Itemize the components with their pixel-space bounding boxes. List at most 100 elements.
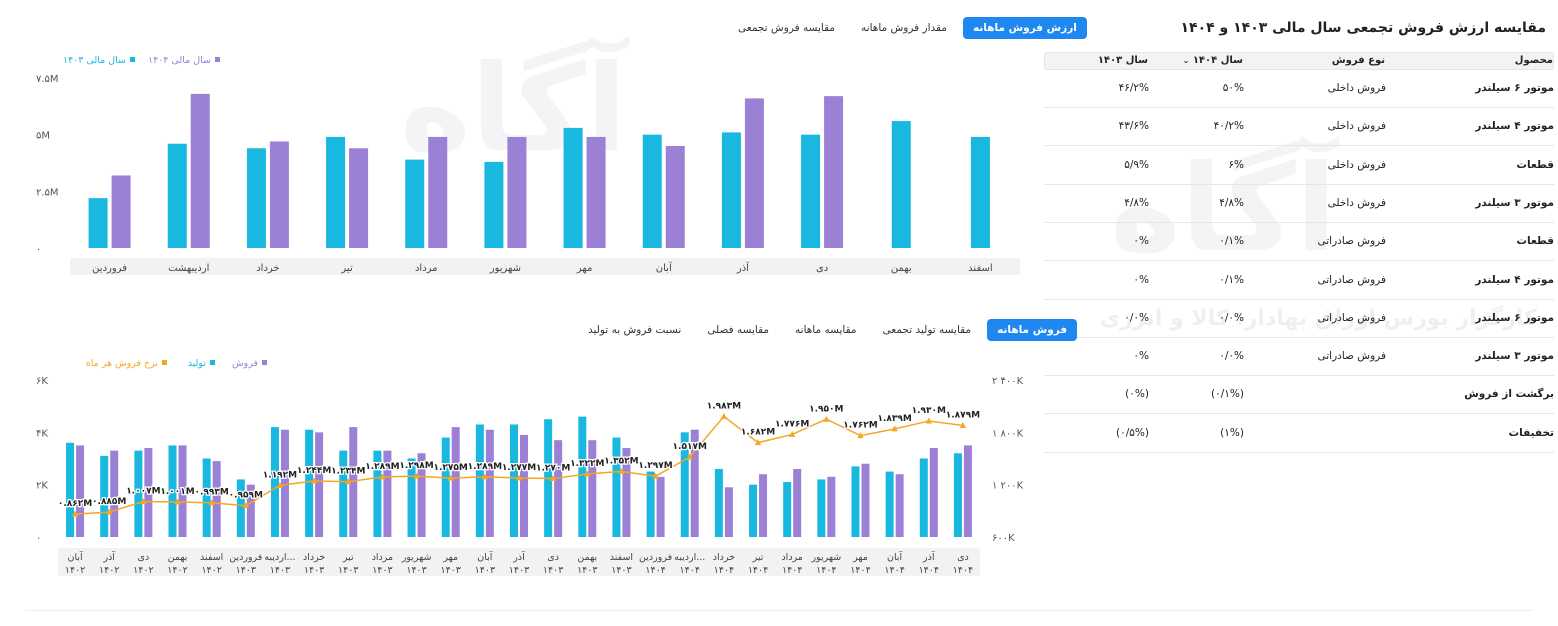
watermark-subtitle: کارگزار بورس اوراق بهادار، کالا و انرژی: [1100, 306, 1537, 331]
price-data-label: ۱.۳۵۲M: [604, 456, 638, 466]
bar-1404: [665, 146, 685, 248]
price-data-label: ۱.۲۷۷M: [502, 463, 536, 473]
price-data-label: ۱.۸۳۹M: [877, 414, 911, 424]
price-point: [754, 439, 762, 446]
x-tick-label: خرداد: [256, 263, 279, 274]
bar-production: [714, 468, 723, 537]
bar-production: [100, 455, 109, 537]
bar-1403: [246, 148, 266, 248]
bar-1403: [405, 159, 425, 248]
x-tick-label: اسفند: [200, 552, 223, 563]
x-tick-label: اردیبه...: [264, 552, 295, 563]
bar-1403: [642, 134, 662, 248]
bottom-tab-2[interactable]: مقایسه ماهانه: [795, 324, 857, 336]
x-tick-year: ۱۴۰۳: [304, 565, 324, 576]
row-product: موتور ۶ سیلندر: [1475, 82, 1554, 94]
x-tick-label: آبان: [67, 550, 83, 563]
bar-1403: [88, 198, 108, 248]
price-point: [174, 498, 181, 505]
x-tick-year: ۱۴۰۲: [65, 565, 85, 576]
row-1403: ۴۳/۶%: [1118, 120, 1149, 133]
bar-production: [134, 450, 143, 537]
x-tick-label: آبان: [656, 261, 673, 274]
row-product: موتور ۶ سیلندر: [1475, 311, 1554, 324]
bar-sales: [178, 445, 187, 537]
x-tick-year: ۱۴۰۳: [577, 565, 597, 576]
y-tick-label: ۵M: [36, 131, 50, 142]
bar-1404: [269, 141, 289, 248]
legend-swatch-production: [210, 360, 215, 365]
top-tab-2[interactable]: مقایسه فروش تجمعی: [738, 22, 836, 34]
legend-label-1403: سال مالی ۱۴۰۳: [63, 55, 126, 66]
bar-production: [270, 427, 279, 537]
monthly-sales-production-chart: ۰ ۲K ۴K ۶K ۶۰۰K ۱ ۲۰۰K ۱ ۸۰۰K ۲ ۴۰۰K آبان ۱۴۰۲ آذر…: [36, 358, 1024, 576]
bar-production: [66, 442, 75, 537]
x-tick-label: شهریور: [489, 263, 521, 274]
y-right-tick-label: ۱ ۲۰۰K: [992, 481, 1024, 492]
row-1403: ۵/۹%: [1124, 158, 1149, 171]
header-type[interactable]: نوع فروش: [1331, 55, 1385, 66]
price-point: [515, 474, 523, 481]
row-1403: ۰%: [1133, 235, 1149, 248]
bar-production: [578, 416, 587, 537]
bar-production: [475, 424, 484, 537]
price-point: [413, 472, 420, 479]
bar-production: [407, 458, 416, 537]
legend-swatch-1404: [215, 57, 220, 62]
y-right-tick-label: ۶۰۰K: [992, 533, 1015, 544]
x-tick-label: تیر: [342, 552, 354, 563]
y-right-tick-label: ۱ ۸۰۰K: [992, 428, 1024, 439]
header-1403[interactable]: سال ۱۴۰۳: [1097, 55, 1148, 66]
price-data-label: ۱.۲۹۷M: [638, 461, 672, 471]
bar-1403: [891, 121, 911, 248]
bar-sales: [929, 448, 938, 537]
footer-divider: [25, 610, 1533, 611]
price-data-label: ۱.۲۷۰M: [536, 464, 570, 474]
bottom-tab-3[interactable]: مقایسه فصلی: [707, 324, 770, 336]
bottom-tab-0[interactable]: فروش ماهانه: [987, 319, 1078, 341]
bottom-tab-4[interactable]: نسبت فروش به تولید: [588, 324, 682, 336]
price-data-label: ۱.۰۰۱M: [160, 487, 194, 497]
x-tick-year: ۱۴۰۲: [167, 565, 187, 576]
bar-sales: [417, 453, 426, 537]
row-1403: ۴/۸%: [1124, 196, 1149, 209]
x-tick-year: ۱۴۰۳: [372, 565, 392, 576]
price-data-label: ۱.۱۹۲M: [263, 470, 297, 480]
x-tick-label: دی: [138, 552, 150, 563]
top-tab-1[interactable]: مقدار فروش ماهانه: [861, 22, 947, 34]
bottom-tab-1[interactable]: مقایسه تولید تجمعی: [882, 324, 972, 336]
bar-production: [236, 479, 245, 537]
x-tick-year: ۱۴۰۴: [748, 565, 768, 576]
x-tick-label: تیر: [752, 552, 764, 563]
y-right-tick-label: ۲ ۴۰۰K: [992, 376, 1024, 387]
price-point: [310, 477, 318, 484]
row-1404: (۱%): [1220, 426, 1244, 439]
bar-sales: [280, 429, 289, 537]
row-type: فروش داخلی: [1327, 120, 1386, 133]
bar-1403: [326, 136, 346, 248]
bar-production: [373, 450, 382, 537]
x-tick-label: بهمن: [168, 552, 188, 563]
bar-sales: [110, 450, 119, 537]
x-tick-label: آبان: [477, 550, 493, 563]
bar-sales: [315, 432, 324, 537]
x-tick-year: ۱۴۰۴: [645, 565, 665, 576]
legend-label-price: نرخ فروش هر ماه: [86, 358, 158, 369]
header-1404[interactable]: سال ۱۴۰۴ ⌄: [1183, 55, 1243, 66]
bar-sales: [383, 450, 392, 537]
sort-chevron-icon: ⌄: [1182, 56, 1190, 65]
y-tick-label: ۰: [36, 244, 41, 255]
top-tab-0[interactable]: ارزش فروش ماهانه: [962, 17, 1087, 39]
header-product[interactable]: محصول: [1514, 55, 1553, 66]
bar-sales: [690, 429, 699, 537]
bar-sales: [520, 434, 528, 537]
row-product: قطعات: [1516, 235, 1554, 248]
bar-production: [953, 453, 962, 537]
price-point: [959, 421, 967, 428]
legend-swatch-price: [162, 360, 167, 365]
price-data-label: ۱.۹۸۳M: [707, 401, 741, 411]
x-tick-label: مهر: [576, 263, 592, 274]
bar-1403: [721, 132, 741, 248]
row-1404: ۰/۱%: [1219, 273, 1244, 286]
price-point: [71, 510, 79, 517]
